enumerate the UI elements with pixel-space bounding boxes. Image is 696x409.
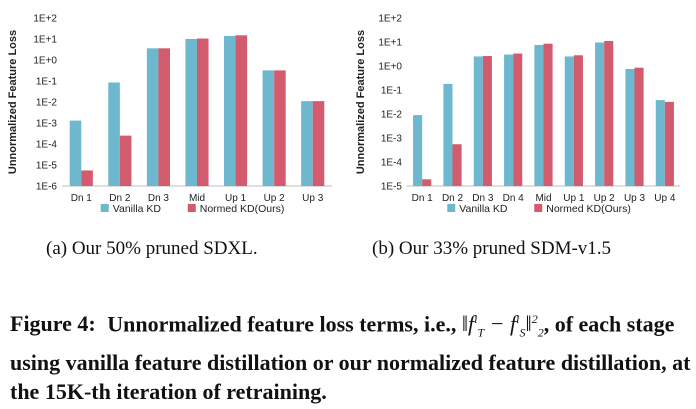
legend-label-vanilla-kd: Vanilla KD — [113, 203, 162, 215]
chart-a: 1E-6 1E-5 1E-4 1E-3 1E-2 1E-1 1E+0 1E+1 1E+2 Unno… — [7, 14, 332, 215]
y-tick-label: 1E+2 — [33, 14, 57, 25]
bar-vanilla-kd — [595, 42, 605, 186]
bar-normed-kd — [664, 101, 674, 186]
bar-vanilla-kd — [224, 35, 236, 187]
x-tick-label: Dn 1 — [71, 193, 93, 204]
x-tick-label: Up 2 — [594, 193, 616, 204]
bar-vanilla-kd — [504, 54, 514, 187]
y-tick-label: 1E-2 — [381, 110, 403, 121]
x-tick-label: Dn 4 — [503, 193, 525, 204]
y-tick-label: 1E-6 — [36, 182, 58, 193]
bar-normed-kd — [452, 144, 462, 186]
y-tick-label: 1E+1 — [33, 35, 57, 46]
y-tick-label: 1E-5 — [381, 182, 403, 193]
figure-caption: Figure 4: Unnormalized feature loss term… — [10, 305, 692, 406]
caption-text-after: , of each stage using vanilla feature di… — [10, 311, 691, 404]
caption-label: Figure 4: — [10, 311, 96, 337]
bar-vanilla-kd — [443, 83, 453, 186]
subcaption-a: (a) Our 50% pruned SDXL. — [46, 238, 258, 259]
x-tick-label: Up 4 — [654, 193, 676, 204]
bar-vanilla-kd — [655, 100, 665, 186]
bar-normed-kd — [422, 179, 432, 186]
bar-vanilla-kd — [146, 48, 159, 187]
bar-vanilla-kd — [564, 56, 574, 187]
bar-vanilla-kd — [262, 70, 275, 186]
bar-normed-kd — [119, 135, 132, 186]
bar-normed-kd — [604, 41, 614, 186]
bar-vanilla-kd — [108, 82, 120, 186]
bar-normed-kd — [513, 53, 523, 186]
subcaption-b: (b) Our 33% pruned SDM-v1.5 — [372, 238, 612, 259]
x-tick-label: Up 3 — [302, 193, 324, 204]
x-tick-label: Up 1 — [563, 193, 585, 204]
legend-swatch-vanilla-kd — [447, 204, 456, 212]
x-tick-label: Dn 3 — [472, 193, 494, 204]
x-tick-label: Up 3 — [624, 193, 646, 204]
x-tick-label: Up 1 — [225, 193, 247, 204]
y-tick-label: 1E-1 — [381, 86, 403, 97]
y-tick-label: 1E-4 — [36, 140, 58, 151]
bar-normed-kd — [158, 48, 170, 187]
x-tick-label: Mid — [535, 193, 551, 204]
x-tick-label: Dn 2 — [442, 193, 464, 204]
legend-label-vanilla-kd: Vanilla KD — [459, 203, 508, 215]
bar-normed-kd — [482, 56, 492, 187]
chart-b: 1E-5 1E-4 1E-3 1E-2 1E-1 1E+0 1E+1 1E+2 Unnormal… — [355, 14, 680, 215]
y-tick-label: 1E+2 — [378, 14, 402, 25]
x-tick-label: Dn 3 — [148, 193, 170, 204]
y-tick-label: 1E+0 — [378, 62, 402, 73]
legend-label-normed-kd: Normed KD(Ours) — [546, 203, 631, 215]
bar-normed-kd — [235, 35, 248, 187]
bar-vanilla-kd — [69, 120, 82, 186]
legend-swatch-normed-kd — [534, 204, 543, 212]
bar-vanilla-kd — [301, 101, 313, 186]
y-axis-label: Unnormalized Feature Loss — [355, 30, 367, 174]
bar-normed-kd — [81, 170, 93, 186]
bar-normed-kd — [573, 55, 583, 187]
bar-normed-kd — [634, 67, 644, 186]
y-axis-label: Unnormalized Feature Loss — [7, 30, 19, 174]
legend-label-normed-kd: Normed KD(Ours) — [200, 203, 285, 215]
legend-swatch-vanilla-kd — [100, 204, 109, 212]
bar-normed-kd — [197, 38, 209, 186]
bar-vanilla-kd — [625, 68, 635, 186]
caption-formula: ‖fiT − fiS‖22 — [461, 311, 544, 340]
y-tick-label: 1E-5 — [36, 161, 58, 172]
bar-vanilla-kd — [413, 115, 423, 186]
bar-vanilla-kd — [473, 56, 483, 187]
x-tick-label: Up 2 — [264, 193, 286, 204]
y-tick-label: 1E-3 — [36, 119, 58, 130]
bar-normed-kd — [312, 101, 325, 186]
figure-charts: 1E-6 1E-5 1E-4 1E-3 1E-2 1E-1 1E+0 1E+1 1E+2 Unno… — [7, 14, 680, 215]
x-tick-label: Dn 2 — [109, 193, 131, 204]
y-tick-label: 1E+1 — [378, 38, 402, 49]
x-tick-label: Mid — [189, 193, 205, 204]
y-tick-label: 1E-3 — [381, 134, 403, 145]
bar-vanilla-kd — [185, 39, 197, 186]
y-tick-label: 1E-2 — [36, 98, 58, 109]
legend-swatch-normed-kd — [187, 204, 196, 212]
y-tick-label: 1E+0 — [33, 56, 57, 67]
bar-normed-kd — [274, 70, 286, 186]
y-tick-label: 1E-1 — [36, 77, 58, 88]
x-tick-label: Dn 1 — [412, 193, 434, 204]
y-tick-label: 1E-4 — [381, 158, 403, 169]
bar-vanilla-kd — [534, 44, 544, 186]
bar-normed-kd — [543, 43, 553, 187]
caption-text-before: Unnormalized feature loss terms, i.e., — [107, 311, 457, 337]
